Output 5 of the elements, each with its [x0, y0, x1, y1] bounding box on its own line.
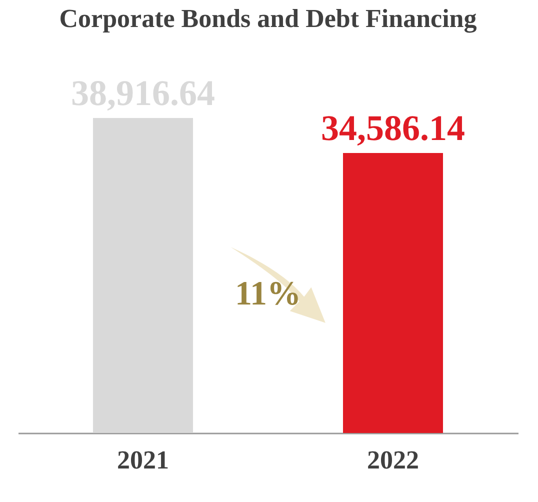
data-label: 34,586.14 — [321, 108, 465, 148]
annotation: 11% — [234, 275, 302, 312]
x-tick-label: 2021 — [117, 446, 169, 474]
chart-title: Corporate Bonds and Debt Financing — [59, 4, 477, 33]
x-tick-label: 2022 — [367, 446, 419, 474]
